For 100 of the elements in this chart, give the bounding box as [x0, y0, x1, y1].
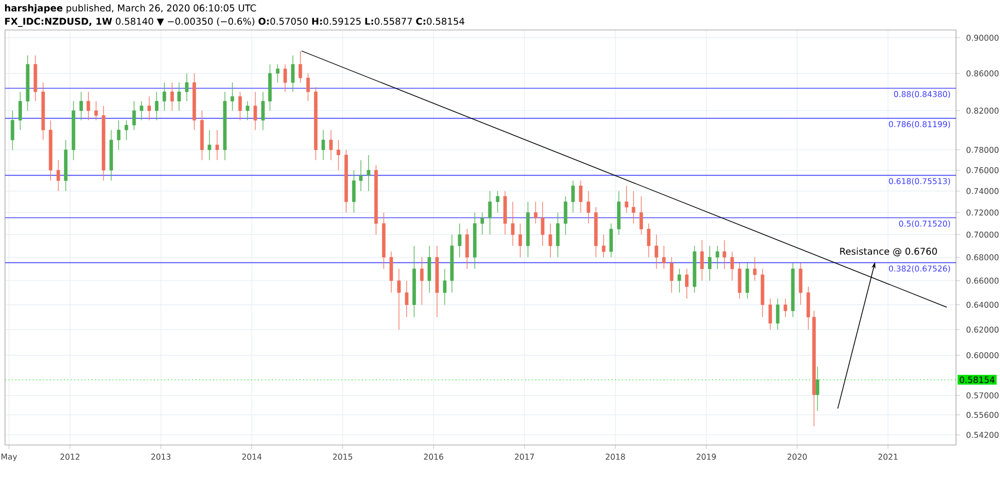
- candlestick: [564, 196, 568, 235]
- candlestick: [366, 154, 370, 192]
- candlestick: [177, 82, 181, 111]
- candlestick: [147, 96, 151, 121]
- candlestick: [624, 186, 628, 213]
- candlestick: [534, 201, 538, 224]
- candlestick: [730, 251, 734, 281]
- annotation: Resistance @ 0.6760: [840, 248, 937, 256]
- text: FX_IDC:NZDUSD, 1W 0.58140 ▼ −0.00350 (−0.6%) O:0.57050 H:0.59125 L:0.55877 C:0.58154: [5, 18, 464, 27]
- candlestick: [86, 91, 90, 121]
- candlestick: [776, 298, 780, 330]
- candlestick: [586, 190, 590, 224]
- ref-line-label: 0.5(0.71520): [899, 220, 950, 228]
- candlestick: [359, 160, 363, 192]
- candlestick: [185, 73, 189, 102]
- candlestick: [646, 223, 650, 258]
- candlestick: [556, 212, 560, 258]
- candlestick: [215, 130, 219, 160]
- y-tick-label: 0.86000: [966, 70, 999, 76]
- candlestick: [162, 82, 166, 111]
- candlestick: [261, 91, 265, 130]
- y-tick-label: 0.90000: [966, 34, 999, 41]
- y-tick-label: 0.74000: [966, 188, 999, 194]
- candlestick: [662, 245, 666, 270]
- y-tick-label: 0.54200: [966, 432, 999, 438]
- candlestick: [124, 120, 128, 140]
- candlestick: [746, 262, 750, 300]
- candlestick: [458, 223, 462, 258]
- candlestick: [443, 268, 446, 306]
- candlestick: [700, 240, 704, 281]
- candlestick: [352, 170, 356, 213]
- candlestick: [722, 240, 726, 270]
- candlestick: [639, 196, 643, 235]
- candlestick: [428, 245, 432, 293]
- y-tick-label: 0.60000: [966, 352, 999, 358]
- x-tick-label: 2021: [878, 454, 898, 460]
- x-tick-label: 2015: [333, 454, 352, 460]
- candlestick: [238, 91, 242, 121]
- y-tick-label: 0.62000: [966, 326, 999, 333]
- candlestick: [609, 223, 613, 258]
- x-tick-label: 2019: [696, 454, 716, 460]
- candlestick: [329, 130, 333, 160]
- candlestick: [540, 201, 544, 246]
- candlestick: [336, 140, 340, 171]
- y-tick-label: 0.76000: [966, 167, 999, 174]
- candlestick: [322, 130, 325, 160]
- y-tick-label: 0.82000: [966, 108, 999, 114]
- candlestick: [511, 201, 515, 246]
- chart-title: harshjapee published, March 26, 2020 06:10:05 UTC: [5, 4, 256, 14]
- candlestick: [571, 180, 575, 213]
- candlestick: [578, 180, 582, 213]
- candlestick: [602, 234, 606, 258]
- y-tick-label: 0.66000: [966, 278, 999, 284]
- candlestick: [708, 245, 712, 281]
- candlestick: [208, 130, 212, 160]
- x-tick-label: May: [2, 454, 18, 462]
- candlestick: [670, 256, 674, 293]
- y-tick-label: 0.55600: [966, 412, 999, 418]
- candlestick: [276, 64, 280, 83]
- y-tick-label: 0.78000: [966, 146, 999, 153]
- x-tick-label: 2018: [606, 454, 625, 460]
- candlestick: [798, 262, 802, 306]
- candlestick: [79, 91, 83, 121]
- x-tick-label: 2017: [514, 454, 534, 460]
- candlestick: [496, 190, 500, 213]
- candlestick: [753, 256, 757, 281]
- y-tick-label: 0.57000: [966, 392, 999, 398]
- candlestick: [291, 55, 295, 92]
- y-tick-label: 0.64000: [966, 302, 999, 308]
- candlestick: [816, 366, 820, 412]
- candlestick: [94, 100, 98, 121]
- candlestick: [685, 268, 689, 300]
- candlestick: [465, 228, 469, 270]
- candlestick: [768, 298, 772, 330]
- candlestick: [389, 251, 393, 293]
- candlestick: [56, 160, 60, 192]
- y-tick-label: 0.70000: [966, 232, 999, 238]
- candlestick: [254, 91, 258, 130]
- candlestick: [10, 110, 14, 150]
- candlestick: [18, 91, 22, 130]
- candlestick: [140, 100, 144, 121]
- x-tick-label: 2014: [242, 454, 262, 460]
- candlestick: [738, 262, 742, 300]
- x-tick-label: 2020: [788, 454, 807, 460]
- candlestick: [170, 82, 174, 111]
- candlestick: [548, 223, 552, 258]
- candlestick: [154, 91, 158, 121]
- candlestick: [298, 50, 302, 83]
- candlestick: [404, 280, 408, 318]
- candlestick: [716, 245, 720, 270]
- x-tick-label: 2012: [60, 454, 80, 460]
- ref-line-label: 0.88(0.84380): [894, 90, 950, 98]
- ref-line-label: 0.618(0.75513): [888, 178, 950, 186]
- y-tick-label: 0.68000: [966, 254, 999, 260]
- candlestick: [397, 268, 401, 330]
- candlestick: [654, 234, 658, 270]
- ref-line-label: 0.382(0.67526): [888, 265, 950, 272]
- candlestick: [480, 212, 484, 235]
- ref-line-label: 0.786(0.81199): [888, 120, 950, 128]
- y-tick-label: 0.72000: [966, 210, 999, 216]
